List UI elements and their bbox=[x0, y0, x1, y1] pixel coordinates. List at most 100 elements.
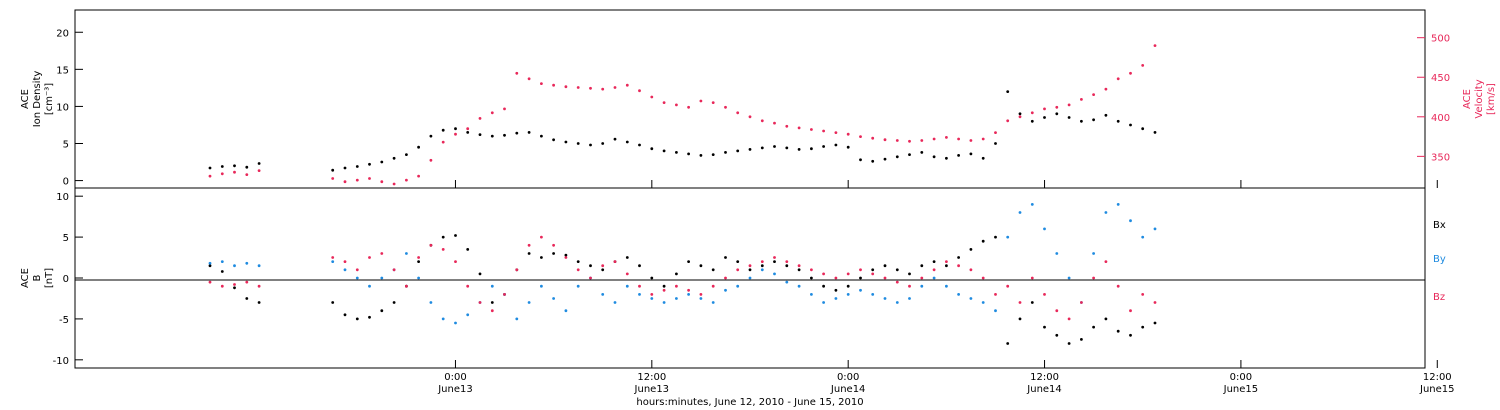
density-point-0-29 bbox=[625, 140, 629, 144]
velocity-point-0-0 bbox=[208, 174, 212, 178]
legend-by: By bbox=[1433, 254, 1446, 265]
bfield-point-2-41 bbox=[773, 256, 776, 259]
velocity-point-0-63 bbox=[1043, 107, 1046, 111]
velocity-point-0-27 bbox=[601, 87, 605, 91]
bfield-point-1-54 bbox=[932, 276, 936, 280]
density-point-0-53 bbox=[920, 151, 924, 154]
bfield-point-2-21 bbox=[527, 243, 531, 247]
bfield-point-2-30 bbox=[638, 284, 641, 288]
density-point-0-35 bbox=[699, 154, 703, 157]
bfield-point-1-36 bbox=[711, 301, 715, 304]
bottom-ytick-label-2: 0 bbox=[63, 274, 69, 285]
bfield-point-1-45 bbox=[822, 301, 825, 304]
velocity-point-0-26 bbox=[589, 86, 592, 90]
velocity-point-0-33 bbox=[675, 103, 678, 107]
bfield-point-1-4 bbox=[257, 264, 261, 268]
density-point-0-1 bbox=[220, 165, 224, 168]
bfield-point-1-61 bbox=[1018, 211, 1022, 214]
density-point-0-48 bbox=[859, 158, 862, 162]
bfield-point-0-7 bbox=[355, 317, 359, 321]
top-right-ytick-label-3: 500 bbox=[1431, 34, 1450, 45]
bfield-point-1-62 bbox=[1030, 203, 1034, 206]
velocity-point-0-38 bbox=[736, 111, 740, 115]
bfield-point-2-50 bbox=[883, 276, 887, 280]
x-tick-time-1: 12:00 bbox=[637, 372, 666, 383]
bfield-point-1-11 bbox=[405, 252, 408, 255]
velocity-point-0-42 bbox=[785, 124, 789, 128]
density-point-0-9 bbox=[380, 160, 384, 164]
bfield-point-1-29 bbox=[625, 284, 629, 288]
bfield-point-1-67 bbox=[1092, 252, 1095, 255]
bfield-point-0-27 bbox=[601, 268, 605, 272]
density-point-0-66 bbox=[1080, 119, 1083, 123]
velocity-point-0-6 bbox=[343, 180, 347, 184]
density-point-0-43 bbox=[797, 148, 801, 151]
bfield-point-2-23 bbox=[552, 243, 555, 247]
bfield-point-0-38 bbox=[736, 260, 740, 263]
bfield-point-1-27 bbox=[601, 293, 605, 296]
density-point-0-63 bbox=[1043, 116, 1046, 119]
bfield-point-2-65 bbox=[1067, 317, 1071, 321]
velocity-point-0-17 bbox=[478, 117, 482, 120]
density-point-0-49 bbox=[871, 159, 875, 163]
density-point-0-44 bbox=[810, 147, 813, 151]
bfield-point-2-16 bbox=[466, 284, 470, 288]
bfield-point-0-47 bbox=[846, 284, 850, 288]
density-point-0-33 bbox=[675, 151, 678, 154]
bfield-point-1-9 bbox=[380, 276, 384, 280]
bfield-point-0-9 bbox=[380, 309, 384, 313]
top-panel-series bbox=[208, 44, 1157, 186]
bfield-point-1-28 bbox=[613, 301, 617, 304]
velocity-point-0-7 bbox=[355, 178, 359, 182]
bfield-point-1-48 bbox=[859, 288, 862, 292]
bfield-point-2-24 bbox=[564, 256, 568, 259]
velocity-point-0-9 bbox=[380, 180, 384, 184]
bfield-point-1-46 bbox=[834, 297, 838, 300]
velocity-point-0-23 bbox=[552, 83, 555, 87]
bfield-point-1-56 bbox=[957, 293, 960, 296]
bfield-point-0-51 bbox=[895, 268, 899, 272]
bfield-point-0-50 bbox=[883, 264, 887, 268]
density-point-0-47 bbox=[846, 145, 850, 149]
bfield-point-0-71 bbox=[1141, 325, 1145, 329]
bfield-point-0-2 bbox=[233, 286, 236, 290]
bfield-point-1-7 bbox=[355, 276, 359, 280]
bfield-point-0-45 bbox=[822, 284, 825, 288]
density-point-0-10 bbox=[392, 156, 396, 160]
density-point-0-34 bbox=[687, 152, 690, 156]
x-tick-time-4: 0:00 bbox=[1230, 372, 1252, 383]
bfield-point-2-31 bbox=[650, 293, 654, 296]
velocity-point-0-56 bbox=[957, 137, 960, 141]
bfield-point-1-72 bbox=[1153, 227, 1157, 231]
density-point-0-51 bbox=[895, 155, 899, 159]
density-point-0-54 bbox=[932, 155, 936, 159]
density-point-0-58 bbox=[981, 156, 985, 160]
top-left-ytick-label-4: 20 bbox=[56, 28, 69, 39]
bfield-point-2-27 bbox=[601, 264, 605, 268]
velocity-point-0-21 bbox=[527, 77, 531, 81]
bfield-point-2-0 bbox=[208, 280, 212, 284]
density-point-0-31 bbox=[650, 147, 654, 151]
velocity-point-0-24 bbox=[564, 85, 568, 89]
velocity-point-0-13 bbox=[429, 158, 433, 162]
density-point-0-37 bbox=[724, 151, 727, 154]
bfield-point-0-53 bbox=[920, 264, 924, 268]
bfield-series-2 bbox=[208, 235, 1157, 321]
top-right-ylabel-line1: ACE bbox=[1462, 89, 1473, 109]
bfield-point-1-16 bbox=[466, 313, 470, 317]
density-point-0-3 bbox=[245, 165, 249, 169]
density-point-0-36 bbox=[711, 153, 715, 157]
bfield-point-0-4 bbox=[257, 301, 261, 304]
bfield-point-2-66 bbox=[1080, 301, 1083, 304]
bfield-point-1-42 bbox=[785, 280, 789, 284]
bottom-panel: -10 -5 0 5 10 ACE B [nT] Bx By Bz bbox=[20, 187, 1446, 369]
density-point-0-39 bbox=[748, 148, 752, 151]
bfield-point-0-18 bbox=[490, 301, 494, 304]
bfield-series-0 bbox=[208, 234, 1157, 345]
x-tick-time-0: 0:00 bbox=[444, 372, 466, 383]
bfield-point-2-36 bbox=[711, 284, 715, 288]
density-point-0-23 bbox=[552, 138, 555, 142]
bfield-point-1-51 bbox=[895, 301, 899, 304]
bfield-point-1-50 bbox=[883, 297, 887, 300]
